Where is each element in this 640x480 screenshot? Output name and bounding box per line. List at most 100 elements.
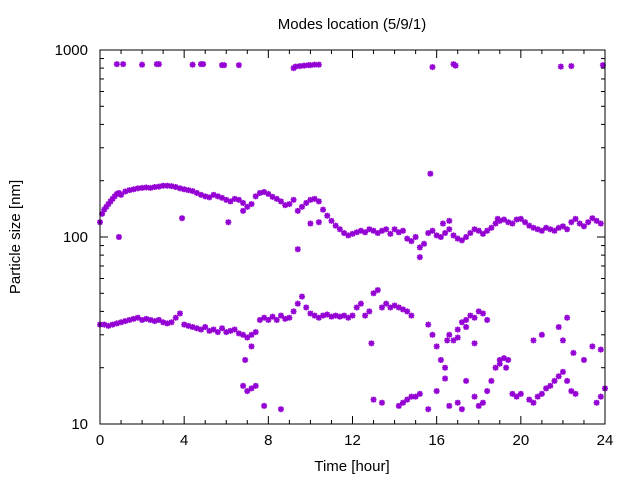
data-point xyxy=(185,187,192,194)
data-point xyxy=(439,220,446,227)
data-point xyxy=(454,326,461,333)
data-point xyxy=(155,183,162,190)
data-point xyxy=(450,232,457,239)
data-point xyxy=(261,314,268,321)
data-point xyxy=(433,388,440,395)
data-point xyxy=(530,399,537,406)
data-point xyxy=(214,193,221,200)
data-point xyxy=(277,406,284,413)
data-point xyxy=(534,393,541,400)
data-point xyxy=(517,390,524,397)
data-point xyxy=(225,219,232,226)
data-point xyxy=(143,315,150,322)
data-point xyxy=(256,189,263,196)
data-point xyxy=(593,217,600,224)
data-point xyxy=(425,406,432,413)
data-point xyxy=(113,61,120,68)
data-point xyxy=(290,308,297,315)
data-point xyxy=(471,393,478,400)
data-point xyxy=(349,312,356,319)
data-point xyxy=(273,316,280,323)
data-point xyxy=(105,322,112,329)
data-point xyxy=(551,377,558,384)
data-point xyxy=(353,304,360,311)
data-point xyxy=(479,399,486,406)
data-point xyxy=(467,230,474,237)
data-point xyxy=(484,227,491,234)
data-point xyxy=(589,343,596,350)
data-point xyxy=(240,331,247,338)
data-point xyxy=(471,340,478,347)
data-point xyxy=(189,188,196,195)
data-point xyxy=(471,314,478,321)
data-point xyxy=(103,203,110,210)
data-point xyxy=(202,193,209,200)
data-point xyxy=(378,304,385,311)
data-point xyxy=(303,199,310,206)
data-point xyxy=(307,310,314,317)
data-point xyxy=(198,191,204,198)
data-point xyxy=(412,234,419,240)
data-point xyxy=(597,346,604,353)
data-point xyxy=(307,220,314,227)
data-point xyxy=(219,325,226,332)
data-point xyxy=(252,329,259,336)
data-point xyxy=(122,188,129,195)
data-point xyxy=(261,402,268,409)
data-point xyxy=(425,230,432,237)
data-point xyxy=(429,227,436,234)
data-point xyxy=(122,318,129,325)
data-point xyxy=(559,223,566,230)
data-point xyxy=(200,61,207,68)
data-point xyxy=(120,61,127,68)
data-point xyxy=(109,195,116,202)
data-point xyxy=(155,316,162,323)
data-point xyxy=(458,319,465,326)
data-point xyxy=(475,402,482,409)
data-point xyxy=(416,244,423,251)
data-point xyxy=(101,206,108,213)
data-point xyxy=(597,220,604,227)
data-point xyxy=(227,327,234,334)
data-point xyxy=(269,313,276,320)
data-point xyxy=(538,227,545,234)
data-point xyxy=(513,216,520,223)
data-point xyxy=(296,63,303,70)
data-point xyxy=(404,396,411,403)
data-point xyxy=(115,234,122,240)
data-point xyxy=(179,215,186,222)
data-point xyxy=(113,320,120,327)
data-point xyxy=(242,356,249,363)
data-point xyxy=(214,329,221,336)
data-point xyxy=(492,220,499,227)
data-point xyxy=(494,215,501,222)
data-point xyxy=(168,319,175,326)
data-point xyxy=(155,61,162,68)
data-point xyxy=(168,183,175,190)
data-point xyxy=(345,314,352,321)
data-point xyxy=(370,396,377,403)
data-point xyxy=(294,246,301,253)
data-point xyxy=(496,360,503,367)
data-point xyxy=(130,315,137,322)
data-point xyxy=(311,61,318,68)
data-point xyxy=(244,203,251,210)
data-point xyxy=(463,377,470,384)
data-point xyxy=(139,184,146,191)
data-point xyxy=(176,310,183,317)
data-point xyxy=(454,399,461,406)
chart-title: Modes location (5/9/1) xyxy=(278,16,426,33)
data-point xyxy=(429,331,436,338)
data-point xyxy=(467,312,474,319)
data-point xyxy=(176,185,183,192)
data-point xyxy=(248,331,255,338)
data-point xyxy=(109,321,116,328)
data-point xyxy=(357,227,364,234)
data-point xyxy=(134,185,141,192)
data-point xyxy=(427,170,434,177)
data-point xyxy=(488,224,495,231)
data-point xyxy=(458,406,465,413)
data-point xyxy=(463,324,470,331)
data-point xyxy=(328,217,335,224)
data-point xyxy=(223,329,230,336)
